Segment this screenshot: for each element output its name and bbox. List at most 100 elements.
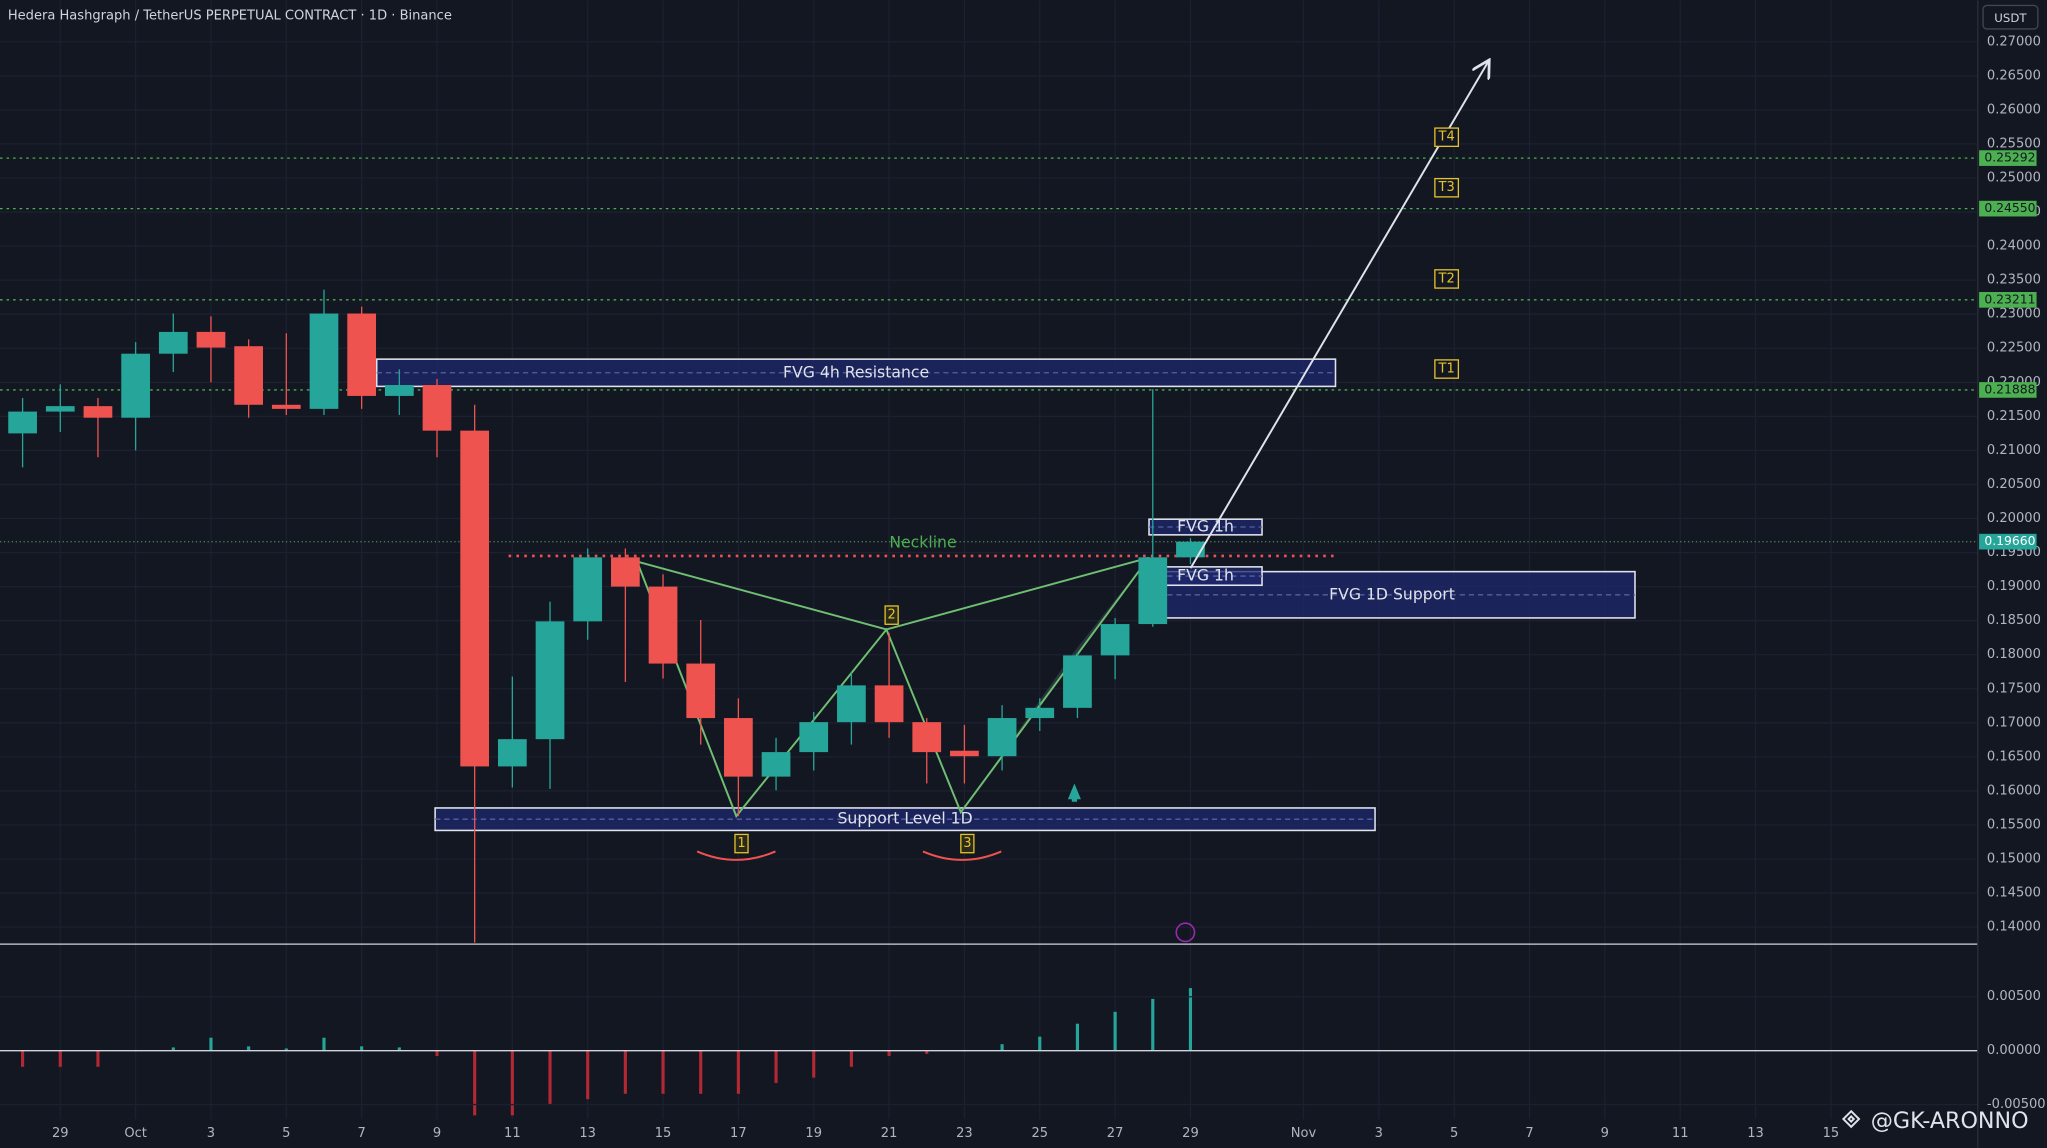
oscillator-bar bbox=[21, 1050, 25, 1067]
oscillator-bar bbox=[887, 1050, 891, 1057]
oscillator-bar bbox=[209, 1037, 213, 1051]
level-label: 0.23211 bbox=[1984, 291, 2035, 306]
level-label-box bbox=[1979, 382, 2037, 398]
oscillator-bars bbox=[21, 988, 1193, 1116]
x-tick-label: 5 bbox=[282, 1126, 290, 1141]
oscillator-bar bbox=[812, 1050, 816, 1078]
oscillator-bar bbox=[925, 1050, 929, 1054]
y-tick-label: 0.21500 bbox=[1987, 409, 2041, 424]
candle-body bbox=[384, 385, 414, 396]
target-label: T4 bbox=[1437, 130, 1454, 145]
oscillator-bar bbox=[397, 1047, 401, 1051]
candle-body bbox=[422, 385, 452, 431]
y-tick-label: 0.25500 bbox=[1987, 136, 2041, 151]
target-box bbox=[1434, 269, 1460, 289]
oscillator-bar bbox=[661, 1050, 665, 1094]
x-tick-label: 25 bbox=[1031, 1126, 1048, 1141]
neckline-label: Neckline bbox=[889, 532, 956, 551]
pattern-point-label: 2 bbox=[887, 608, 895, 623]
target-label: T3 bbox=[1437, 180, 1454, 195]
y-tick-label: 0.17000 bbox=[1987, 715, 2041, 730]
oscillator-bar bbox=[586, 1050, 590, 1100]
x-tick-label: 11 bbox=[1672, 1126, 1689, 1141]
x-tick-label: 23 bbox=[956, 1126, 973, 1141]
curve bbox=[696, 850, 776, 861]
x-tick-label: Oct bbox=[124, 1126, 147, 1141]
pattern-line bbox=[636, 560, 887, 631]
x-tick-label: 29 bbox=[1182, 1126, 1199, 1141]
oscillator-bar bbox=[360, 1046, 364, 1051]
y-tick-label: 0.23500 bbox=[1987, 273, 2041, 288]
x-tick-label: 17 bbox=[730, 1126, 747, 1141]
candle-body bbox=[121, 353, 150, 418]
x-tick-label: 9 bbox=[1601, 1126, 1609, 1141]
candle-body bbox=[611, 557, 640, 587]
y-tick-label: 0.25000 bbox=[1987, 170, 2041, 185]
x-tick-label: 19 bbox=[805, 1126, 822, 1141]
x-tick-label: 7 bbox=[1525, 1126, 1533, 1141]
up-arrow-icon bbox=[1067, 783, 1081, 802]
oscillator-bar bbox=[473, 1050, 477, 1116]
candle-body bbox=[1176, 541, 1205, 558]
oscillator-bar bbox=[1188, 988, 1193, 1051]
y-tick-label: 0.26500 bbox=[1987, 68, 2041, 83]
y-tick-label: 0.15500 bbox=[1987, 817, 2041, 832]
y-tick-label: 0.26000 bbox=[1987, 102, 2041, 117]
level-label-box bbox=[1979, 200, 2037, 217]
oscillator-bar bbox=[1038, 1036, 1042, 1051]
logo bbox=[1841, 1109, 1861, 1129]
oscillator-bar bbox=[171, 1047, 175, 1051]
pattern-point-box bbox=[960, 833, 975, 854]
candle-body bbox=[950, 750, 979, 757]
level-label-box bbox=[1979, 291, 2037, 308]
x-tick-label: 29 bbox=[52, 1126, 69, 1141]
y-tick-label: 0.15000 bbox=[1987, 852, 2041, 867]
oscillator-bar bbox=[58, 1050, 62, 1067]
pattern-point-box bbox=[734, 833, 749, 854]
x-tick-label: 21 bbox=[881, 1126, 898, 1141]
x-tick-label: 5 bbox=[1450, 1126, 1458, 1141]
candle-body bbox=[724, 718, 753, 777]
chart-title: Hedera Hashgraph / TetherUS PERPETUAL CO… bbox=[8, 8, 452, 23]
pattern-line bbox=[886, 556, 1150, 631]
oscillator-bar bbox=[322, 1037, 326, 1051]
y-tick-label: 0.16500 bbox=[1987, 749, 2041, 764]
oscillator-bar bbox=[1151, 998, 1155, 1051]
candle-body bbox=[1100, 624, 1130, 656]
zone-label: FVG 1h bbox=[1177, 566, 1234, 585]
x-tick-label: 11 bbox=[504, 1126, 521, 1141]
x-tick-label: Nov bbox=[1291, 1126, 1317, 1141]
level-label: 0.21888 bbox=[1984, 381, 2035, 396]
candle-body bbox=[573, 557, 603, 622]
oscillator-bar bbox=[849, 1050, 853, 1067]
oscillator-bar bbox=[1113, 1011, 1117, 1051]
candle-body bbox=[1025, 707, 1055, 719]
x-tick-label: 3 bbox=[1375, 1126, 1383, 1141]
candle-body bbox=[45, 406, 75, 412]
target-box bbox=[1434, 177, 1460, 198]
x-tick-label: 3 bbox=[207, 1126, 215, 1141]
price-axis: 0.27000 0.26500 0.26000 0.25500 0.25000 0.245… bbox=[52, 34, 2046, 1141]
x-tick-label: 9 bbox=[433, 1126, 441, 1141]
y-tick-label: 0.00500 bbox=[1987, 989, 2041, 1004]
candle-body bbox=[874, 685, 904, 723]
candle-body bbox=[686, 663, 716, 719]
y-tick-label: 0.00000 bbox=[1987, 1043, 2041, 1058]
y-tick-label: 0.20000 bbox=[1987, 511, 2041, 526]
y-tick-label: 0.22500 bbox=[1987, 341, 2041, 356]
candle-body bbox=[799, 722, 829, 753]
candle-body bbox=[158, 331, 188, 354]
y-tick-label: 0.27000 bbox=[1987, 34, 2041, 49]
candle-body bbox=[309, 313, 339, 409]
y-tick-label: 0.14500 bbox=[1987, 886, 2041, 901]
pattern-point-label: 3 bbox=[963, 836, 971, 851]
level-label: 0.24550 bbox=[1984, 200, 2035, 215]
oscillator-bar bbox=[774, 1050, 778, 1084]
last-price-label: 0.19660 bbox=[1984, 533, 2035, 548]
y-tick-label: 0.20500 bbox=[1987, 477, 2041, 492]
zone-label: Support Level 1D bbox=[837, 809, 972, 828]
currency-box bbox=[1982, 4, 2039, 30]
